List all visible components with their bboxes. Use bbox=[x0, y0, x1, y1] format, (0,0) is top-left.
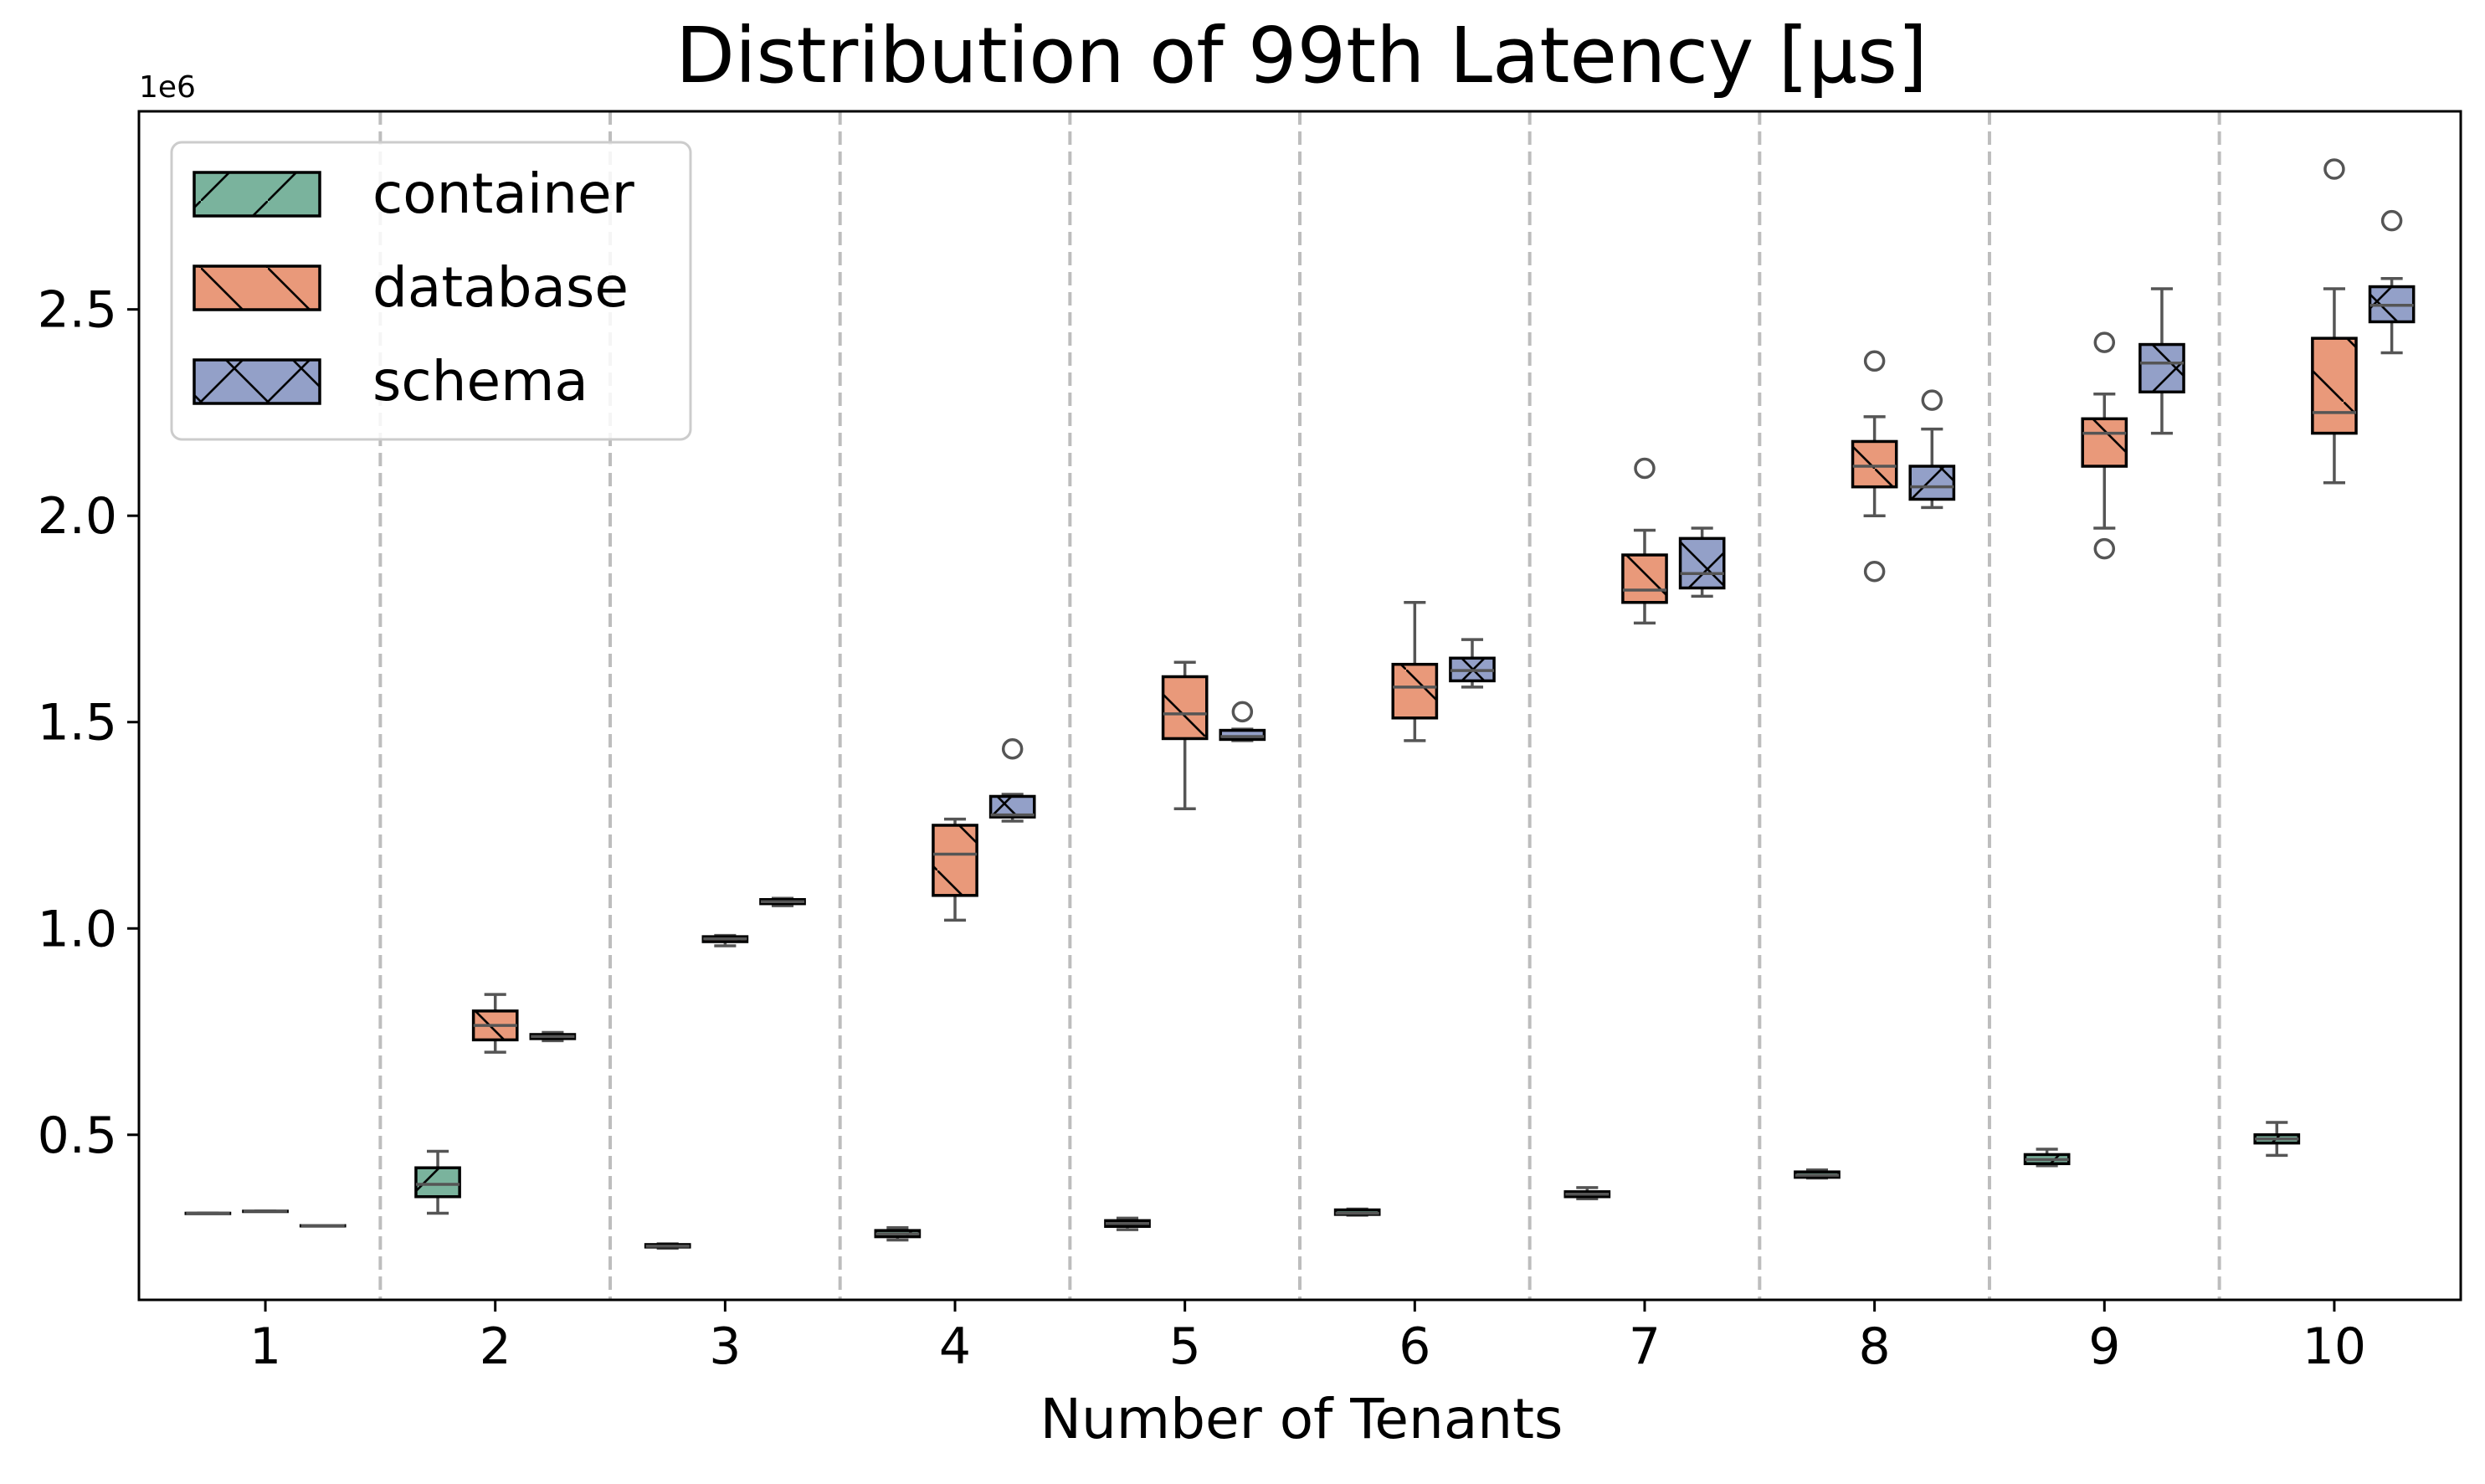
x-tick-label: 4 bbox=[939, 1317, 971, 1376]
x-tick-label: 10 bbox=[2303, 1317, 2366, 1376]
box-body bbox=[2138, 342, 2185, 394]
box-body bbox=[414, 1166, 461, 1199]
box-body bbox=[1621, 553, 1668, 604]
y-tick-label: 1.5 bbox=[38, 694, 117, 752]
box-schema-9 bbox=[2138, 287, 2185, 435]
box-body bbox=[1678, 537, 1726, 590]
x-tick-label: 3 bbox=[709, 1317, 741, 1376]
x-tick-label: 1 bbox=[249, 1317, 281, 1376]
box-container-4 bbox=[874, 1225, 922, 1242]
y-tick-label: 2.5 bbox=[38, 281, 117, 340]
box-database-7 bbox=[1621, 457, 1668, 625]
axes: 1 2 3 4 5 6 7 8 9 10 0.5 1.0 1.5 2.0 2.5 bbox=[38, 110, 2462, 1376]
box-container-8 bbox=[1794, 1168, 1841, 1180]
outlier-point bbox=[1231, 701, 1254, 723]
box-schema-1 bbox=[299, 1224, 347, 1228]
legend: container database schema bbox=[170, 141, 692, 441]
x-tick-label: 6 bbox=[1399, 1317, 1430, 1376]
box-container-10 bbox=[2253, 1121, 2301, 1158]
x-tick-label: 2 bbox=[480, 1317, 511, 1376]
chart-title: Distribution of 99th Latency [μs] bbox=[675, 11, 1928, 100]
y-axis-offset-label: 1e6 bbox=[139, 70, 196, 105]
box-container-5 bbox=[1104, 1216, 1151, 1231]
box-body bbox=[1219, 728, 1266, 742]
legend-swatch-schema bbox=[193, 358, 321, 405]
box-body bbox=[2081, 417, 2128, 468]
box-database-4 bbox=[932, 817, 978, 922]
box-container-9 bbox=[2023, 1148, 2071, 1168]
legend-label-schema: schema bbox=[372, 349, 588, 413]
category-separators bbox=[378, 111, 2221, 1300]
box-schema-8 bbox=[1908, 389, 1956, 510]
outlier-point bbox=[1634, 457, 1656, 480]
box-container-2 bbox=[414, 1149, 461, 1215]
box-body bbox=[1391, 662, 1439, 720]
box-container-1 bbox=[184, 1211, 232, 1215]
x-tick-label: 5 bbox=[1169, 1317, 1201, 1376]
legend-swatch-container bbox=[193, 171, 321, 218]
outlier-point bbox=[2380, 209, 2403, 232]
box-container-6 bbox=[1333, 1207, 1381, 1217]
outlier-point bbox=[1001, 738, 1024, 760]
legend-label-container: container bbox=[372, 162, 635, 226]
box-body bbox=[1161, 675, 1209, 741]
box-database-9 bbox=[2081, 331, 2128, 560]
box-schema-4 bbox=[988, 738, 1036, 823]
box-container-7 bbox=[1563, 1186, 1611, 1200]
box-container-3 bbox=[644, 1242, 691, 1250]
box-body bbox=[2311, 336, 2358, 435]
box-schema-2 bbox=[529, 1030, 577, 1043]
y-tick-label: 2.0 bbox=[38, 487, 117, 546]
outlier-point bbox=[1863, 561, 1886, 583]
y-tick-label: 0.5 bbox=[38, 1107, 117, 1165]
x-tick-label: 9 bbox=[2088, 1317, 2120, 1376]
outlier-point bbox=[1863, 350, 1886, 372]
x-tick-label: 7 bbox=[1629, 1317, 1661, 1376]
box-database-8 bbox=[1851, 350, 1898, 583]
y-tick-label: 1.0 bbox=[38, 900, 117, 958]
x-axis-label: Number of Tenants bbox=[1040, 1387, 1563, 1451]
plot-frame bbox=[137, 110, 2462, 1302]
box-database-5 bbox=[1161, 660, 1209, 811]
box-body bbox=[1908, 465, 1956, 501]
box-database-6 bbox=[1391, 600, 1439, 742]
x-tick-label: 8 bbox=[1859, 1317, 1891, 1376]
box-database-2 bbox=[471, 993, 519, 1054]
legend-label-database: database bbox=[372, 255, 629, 320]
legend-swatch-database bbox=[193, 264, 321, 311]
box-database-1 bbox=[242, 1209, 289, 1214]
box-schema-5 bbox=[1219, 701, 1266, 742]
outlier-point bbox=[2323, 158, 2345, 180]
box-database-10 bbox=[2311, 158, 2358, 485]
box-schema-7 bbox=[1678, 526, 1726, 598]
outlier-point bbox=[2093, 537, 2116, 560]
box-database-3 bbox=[701, 933, 749, 947]
box-schema-10 bbox=[2368, 209, 2416, 355]
box-schema-3 bbox=[759, 896, 806, 907]
box-schema-6 bbox=[1449, 638, 1496, 689]
box-plot-marks bbox=[184, 158, 2416, 1250]
box-body bbox=[1851, 439, 1898, 489]
outlier-point bbox=[1921, 389, 1943, 411]
box-body bbox=[932, 824, 978, 897]
outlier-point bbox=[2093, 331, 2116, 353]
